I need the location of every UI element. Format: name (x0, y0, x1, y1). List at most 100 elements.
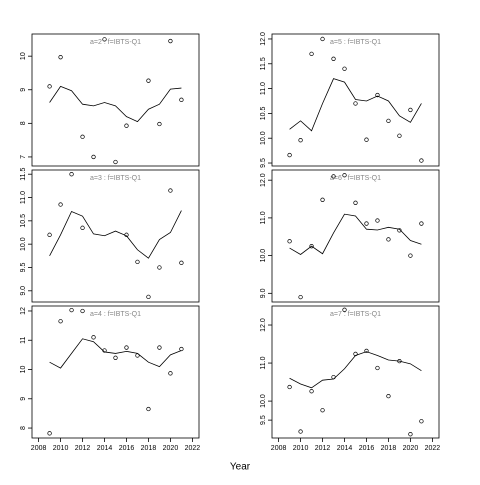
x-tick-label: 2010 (293, 445, 309, 452)
y-tick-label: 9.5 (20, 263, 27, 273)
fit-line (49, 85, 182, 123)
data-point (408, 107, 413, 113)
y-tick-label: 10.0 (260, 394, 267, 408)
data-point (91, 154, 96, 160)
panel-frame (31, 305, 200, 439)
x-tick-label: 2018 (141, 445, 157, 452)
data-point (320, 36, 325, 42)
data-point (124, 345, 129, 350)
data-point (408, 253, 413, 258)
y-tick-label: 10 (20, 366, 27, 374)
y-tick-label: 9.0 (20, 286, 27, 296)
panel-title: a=4 : f=IBTS-Q1 (90, 311, 141, 318)
y-tick-label: 11.5 (260, 57, 267, 70)
data-point (331, 174, 336, 179)
data-point (58, 319, 63, 324)
y-tick-label: 10 (20, 52, 27, 60)
panel-title: a=6 : f=IBTS-Q1 (330, 175, 381, 182)
y-tick-label: 8 (20, 426, 27, 430)
data-point (80, 134, 85, 139)
data-point (47, 84, 52, 89)
panel-title: a=5 : f=IBTS-Q1 (330, 39, 381, 46)
fit-line (49, 210, 182, 259)
data-point (342, 66, 347, 71)
data-point (146, 294, 151, 300)
x-tick-label: 2012 (75, 445, 91, 452)
data-point (287, 152, 292, 158)
y-tick-label: 10.0 (20, 237, 27, 251)
x-tick-label: 2020 (403, 445, 419, 452)
data-point (397, 133, 402, 138)
data-point (309, 51, 314, 56)
y-tick-label: 9.5 (260, 415, 267, 425)
y-tick-label: 12 (20, 307, 27, 315)
data-point (375, 218, 380, 223)
fit-line (49, 338, 182, 369)
data-point (386, 237, 391, 242)
panel-frame (271, 169, 440, 303)
data-point (157, 345, 162, 350)
data-point (419, 158, 424, 163)
x-tick-label: 2022 (425, 445, 441, 452)
data-point (135, 259, 140, 265)
panel-frame (271, 305, 440, 439)
data-point (102, 37, 107, 42)
data-point (298, 294, 303, 300)
x-tick-label: 2014 (97, 445, 113, 452)
data-point (386, 118, 391, 123)
y-tick-label: 11.0 (20, 191, 27, 204)
data-point (375, 92, 380, 98)
x-tick-label: 2008 (31, 445, 47, 452)
data-point (47, 232, 52, 237)
data-point (309, 389, 314, 394)
x-tick-label: 2008 (271, 445, 287, 452)
y-tick-label: 9 (20, 88, 27, 92)
y-tick-label: 10.0 (260, 249, 267, 263)
data-point (386, 394, 391, 399)
x-tick-label: 2012 (315, 445, 331, 452)
data-point (375, 365, 380, 371)
data-point (179, 346, 184, 352)
data-point (331, 56, 336, 61)
y-tick-label: 11.0 (260, 356, 267, 369)
data-point (168, 371, 173, 376)
data-point (168, 38, 173, 44)
data-point (80, 308, 85, 314)
x-tick-label: 2020 (163, 445, 179, 452)
data-point (113, 355, 118, 360)
data-point (364, 137, 369, 142)
x-tick-label: 2016 (119, 445, 135, 452)
data-point (320, 197, 325, 202)
data-point (397, 228, 402, 233)
data-point (419, 419, 424, 424)
data-point (146, 406, 151, 412)
data-point (69, 307, 74, 313)
x-tick-label: 2016 (359, 445, 375, 452)
data-point (287, 384, 292, 390)
data-point (320, 408, 325, 413)
data-point (309, 244, 314, 249)
data-point (58, 55, 63, 60)
data-point (179, 260, 184, 265)
panel-frame (271, 33, 440, 167)
x-tick-label: 2022 (185, 445, 201, 452)
data-point (353, 200, 358, 205)
data-point (342, 307, 347, 312)
data-point (113, 159, 118, 165)
panel-frame (31, 169, 200, 303)
panel-title: a=7 : f=IBTS-Q1 (330, 311, 381, 318)
fit-line (289, 351, 422, 389)
y-tick-label: 7 (20, 155, 27, 159)
y-tick-label: 11.5 (20, 168, 27, 181)
fit-line (289, 213, 422, 255)
x-axis-label: Year (230, 462, 251, 473)
y-tick-label: 12.0 (260, 318, 267, 332)
data-point (58, 202, 63, 207)
data-point (124, 123, 129, 128)
y-tick-label: 10.5 (20, 214, 27, 228)
data-point (298, 138, 303, 143)
data-point (298, 429, 303, 434)
y-tick-label: 11.0 (260, 211, 267, 224)
y-tick-label: 11.0 (260, 82, 267, 95)
